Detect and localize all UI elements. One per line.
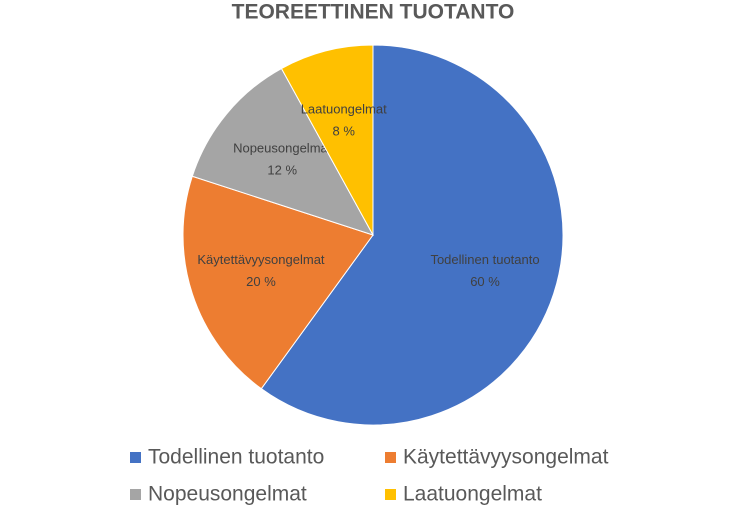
legend-swatch (385, 489, 396, 500)
data-label-value: 20 % (246, 274, 276, 289)
data-label-value: 60 % (470, 274, 500, 289)
chart-title: TEOREETTINEN TUOTANTO (232, 1, 515, 24)
legend-swatch (130, 452, 141, 463)
pie-slice (182, 175, 374, 390)
pie-slice (260, 44, 564, 426)
legend-swatch (130, 489, 141, 500)
data-label-value: 8 % (333, 123, 356, 138)
data-label-name: Laatuongelmat (301, 101, 387, 116)
legend-label: Laatuongelmat (403, 483, 542, 506)
legend-swatch (385, 452, 396, 463)
data-label-name: Nopeusongelmat (233, 140, 332, 155)
data-label-value: 12 % (267, 162, 297, 177)
legend-label: Todellinen tuotanto (148, 446, 324, 469)
data-label-name: Käytettävyysongelmat (197, 252, 325, 267)
legend-label: Nopeusongelmat (148, 483, 307, 506)
pie-slice (280, 44, 374, 236)
pie-slice (191, 67, 375, 236)
data-label-name: Todellinen tuotanto (430, 252, 539, 267)
legend-label: Käytettävyysongelmat (403, 446, 609, 469)
